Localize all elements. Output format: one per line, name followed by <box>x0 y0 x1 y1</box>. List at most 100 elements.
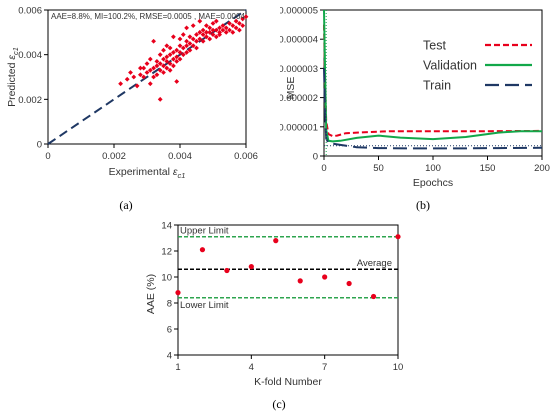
data-point <box>147 56 153 62</box>
data-point <box>207 29 213 35</box>
data-point <box>227 21 232 26</box>
data-point <box>190 43 196 49</box>
data-point <box>210 21 216 26</box>
y-axis-label-unit: (%) <box>145 274 157 293</box>
y-tick-label: 10 <box>161 273 172 284</box>
panel-label-b: (b) <box>416 198 430 212</box>
data-point <box>171 56 176 62</box>
data-point <box>180 32 186 37</box>
data-point <box>194 45 199 51</box>
data-point <box>171 50 176 55</box>
data-point <box>180 45 186 51</box>
data-point <box>233 25 239 31</box>
data-point <box>184 38 189 44</box>
data-point <box>237 27 242 33</box>
scatter-chart-predicted-vs-experimental: 0 0.002 0.004 0.006 0 0.002 0.004 0.006 AAE=8.8%… <box>6 6 258 213</box>
data-point <box>154 72 160 78</box>
data-point <box>141 65 147 71</box>
data-point <box>157 67 163 73</box>
data-point <box>230 29 236 35</box>
data-point <box>220 27 226 33</box>
data-point <box>190 36 196 42</box>
data-point <box>200 38 206 44</box>
series-line-validation <box>323 9 542 143</box>
x-tick-label: 50 <box>373 163 384 174</box>
data-point <box>237 21 242 26</box>
data-point <box>199 247 206 253</box>
data-point <box>154 63 160 69</box>
data-point <box>248 264 254 270</box>
data-point <box>164 43 170 49</box>
x-tick-label: 10 <box>393 362 404 373</box>
data-point <box>177 50 183 55</box>
x-tick-label: 7 <box>322 362 327 373</box>
data-point <box>224 267 230 274</box>
data-point <box>147 81 153 87</box>
data-point <box>213 34 219 40</box>
data-point <box>175 290 181 296</box>
data-point <box>118 81 123 87</box>
y-axis-label-text: Predicted <box>6 60 18 107</box>
data-point <box>177 43 183 49</box>
data-point <box>297 278 303 284</box>
data-point <box>144 61 150 66</box>
y-tick-label: 4 <box>167 351 172 362</box>
y-tick-label: 12 <box>161 247 172 258</box>
data-point <box>164 58 170 64</box>
data-point <box>322 274 328 280</box>
data-point <box>157 52 163 58</box>
y-tick-label: 0.006 <box>18 6 42 17</box>
data-point <box>213 18 219 24</box>
series-line-train <box>323 68 543 150</box>
data-point <box>174 47 180 53</box>
data-point <box>167 61 173 66</box>
data-point <box>161 63 166 69</box>
data-point <box>171 63 176 69</box>
data-point <box>164 65 170 71</box>
data-point <box>187 41 193 46</box>
x-axis-label: K-fold Number <box>254 376 322 388</box>
y-axis-label: Predicted εc1 <box>6 47 20 107</box>
data-point <box>217 25 222 31</box>
x-axis-label: Experimental εc1 <box>109 166 186 180</box>
data-point <box>184 43 189 49</box>
data-point <box>217 32 222 37</box>
line-chart-mse-vs-epochs: 0 50 100 150 200 0 0.000001 0.000002 0.000003 0.0… <box>280 6 550 213</box>
data-point <box>161 47 166 53</box>
data-point <box>240 23 246 29</box>
y-axis-label-text: AAE <box>145 293 157 314</box>
data-point <box>171 34 176 40</box>
data-point <box>180 52 186 58</box>
data-point <box>194 38 199 44</box>
data-point <box>167 52 173 58</box>
data-point <box>154 58 160 64</box>
reference-line-label: Upper Limit <box>180 226 229 237</box>
x-tick-label: 1 <box>175 362 180 373</box>
y-axis-label: AAE (%) <box>145 274 157 314</box>
data-point <box>197 18 203 24</box>
data-point <box>240 16 246 22</box>
data-point <box>151 74 156 80</box>
data-point <box>190 23 196 29</box>
data-point <box>204 29 209 35</box>
legend-label: Test <box>423 39 446 53</box>
data-point <box>204 23 209 29</box>
data-point <box>174 79 180 84</box>
y-tick-label: 0 <box>37 140 42 151</box>
data-point <box>167 45 173 51</box>
x-tick-label: 0 <box>45 151 50 162</box>
legend-label: Train <box>423 79 451 93</box>
data-point <box>273 238 279 244</box>
data-point <box>131 74 137 80</box>
data-point <box>161 56 166 62</box>
data-point <box>207 36 213 42</box>
data-point <box>223 25 229 31</box>
data-point <box>157 61 163 66</box>
data-point <box>346 280 352 287</box>
data-point <box>157 96 163 102</box>
x-tick-label: 200 <box>534 163 550 174</box>
data-point <box>200 27 206 33</box>
panel-label-a: (a) <box>119 198 132 212</box>
y-tick-label: 0 <box>313 152 318 163</box>
plot-frame <box>47 9 247 145</box>
